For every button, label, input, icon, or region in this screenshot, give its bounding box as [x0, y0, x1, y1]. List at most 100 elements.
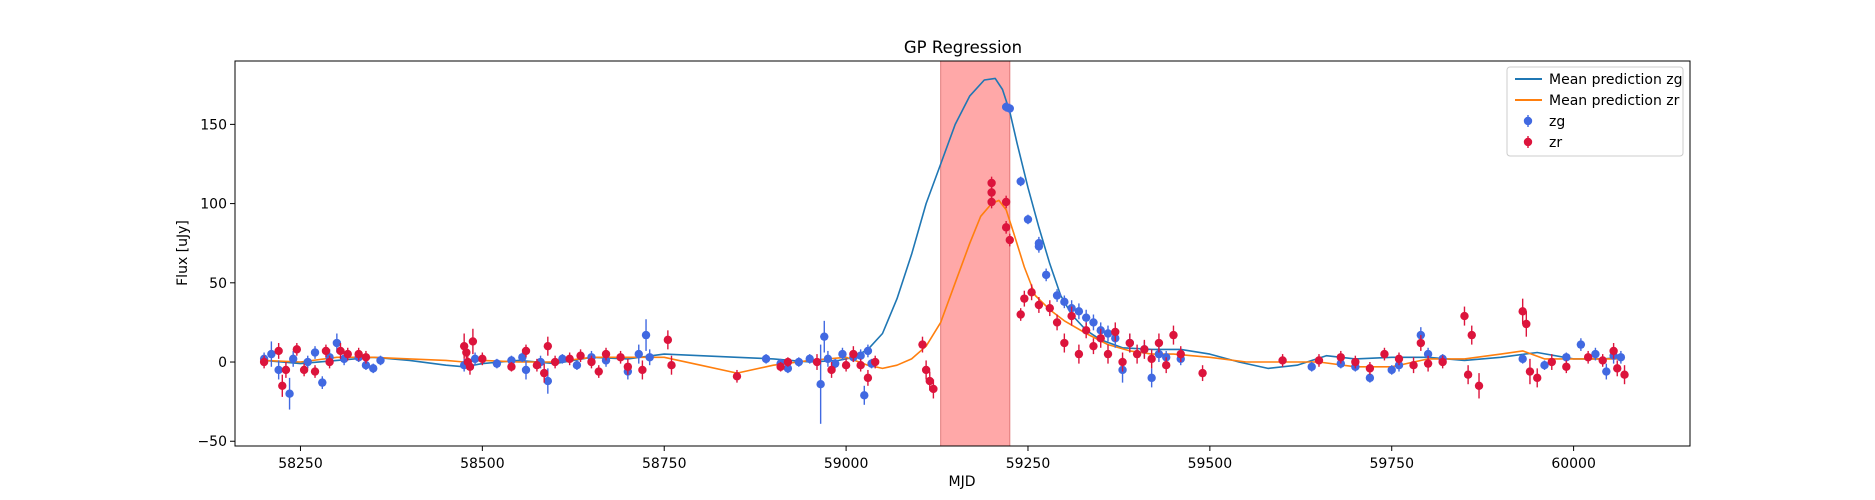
data-point	[1016, 308, 1025, 321]
data-point	[601, 347, 611, 361]
data-point	[1060, 333, 1069, 353]
data-point	[1001, 221, 1011, 234]
highlight-region	[940, 60, 1011, 447]
data-point	[783, 357, 793, 367]
x-tick-label: 60000	[1551, 456, 1596, 472]
data-point	[1147, 368, 1156, 388]
x-tick: 59500	[1188, 446, 1233, 472]
data-point	[776, 362, 785, 372]
data-point	[1463, 365, 1473, 385]
data-point	[361, 350, 371, 364]
data-point	[918, 336, 927, 353]
data-point	[1041, 268, 1051, 282]
data-point	[521, 360, 531, 380]
data-point	[572, 360, 582, 370]
data-point	[838, 347, 847, 361]
data-point	[587, 355, 596, 369]
data-point	[634, 344, 643, 364]
data-point	[336, 343, 345, 359]
highlight-region-layer	[940, 60, 1011, 447]
data-point	[303, 355, 312, 369]
x-tick: 58250	[278, 446, 323, 472]
x-tick: 58750	[642, 446, 686, 472]
data-point	[856, 358, 865, 372]
x-axis-label: MJD	[949, 474, 976, 490]
data-point	[310, 346, 320, 359]
data-point	[1169, 325, 1178, 345]
y-axis: −50 0 50 100 150	[197, 117, 235, 450]
x-tick-label: 59500	[1188, 456, 1233, 472]
data-point	[860, 385, 869, 405]
y-tick-label: −50	[197, 434, 227, 450]
data-point	[550, 355, 560, 369]
data-point	[1020, 290, 1029, 307]
data-point	[278, 374, 287, 397]
legend-box	[1506, 66, 1684, 157]
data-point	[1096, 328, 1105, 348]
data-point	[1525, 358, 1535, 385]
data-point	[299, 363, 309, 377]
data-point	[921, 360, 931, 380]
chart-title: GP Regression	[904, 38, 1022, 57]
data-point	[732, 369, 742, 383]
observation-points-layer	[259, 102, 1629, 424]
data-point	[1460, 306, 1469, 326]
y-tick: 100	[200, 197, 235, 213]
y-tick-label: 100	[200, 197, 227, 213]
data-point	[1067, 306, 1076, 326]
data-point	[310, 365, 320, 378]
data-point	[761, 354, 771, 364]
data-point	[1409, 357, 1418, 374]
data-point	[1001, 195, 1011, 209]
data-point	[1547, 354, 1556, 370]
x-tick-label: 59750	[1369, 456, 1414, 472]
data-point	[492, 358, 502, 369]
y-tick: 50	[209, 276, 235, 292]
data-point	[1147, 349, 1156, 369]
data-point	[468, 328, 478, 355]
data-point	[1609, 343, 1618, 359]
data-point	[576, 349, 585, 363]
y-tick-label: 150	[200, 117, 227, 133]
data-point	[1125, 333, 1135, 353]
data-point	[1613, 360, 1622, 377]
data-point	[863, 369, 873, 386]
data-point	[1416, 335, 1426, 351]
data-point	[274, 360, 283, 380]
data-point	[638, 360, 647, 380]
data-point	[318, 376, 327, 389]
x-tick-label: 59000	[824, 456, 869, 472]
data-point	[1118, 352, 1127, 372]
data-point	[667, 355, 676, 375]
x-tick: 59000	[824, 446, 869, 472]
data-point	[1336, 350, 1346, 364]
legend-entry: zg	[1523, 114, 1565, 130]
data-point	[1045, 300, 1055, 317]
legend-entry: Mean prediction zg	[1515, 72, 1683, 88]
data-point	[1089, 338, 1098, 355]
data-point	[1154, 333, 1164, 353]
y-tick: −50	[197, 434, 235, 450]
data-point	[823, 350, 833, 367]
data-point	[274, 343, 283, 359]
data-point	[841, 358, 851, 372]
data-point	[1052, 289, 1062, 302]
data-point	[1620, 365, 1629, 385]
data-point	[1023, 214, 1033, 225]
data-point	[259, 355, 269, 369]
data-point	[1533, 368, 1542, 388]
data-point	[1111, 322, 1120, 342]
data-point	[1576, 338, 1586, 351]
data-point	[929, 379, 938, 399]
data-point	[1616, 350, 1626, 364]
data-point	[645, 349, 654, 366]
data-point	[594, 365, 603, 378]
plot-frame	[234, 60, 1691, 447]
data-point	[1351, 355, 1360, 369]
data-point	[292, 343, 302, 356]
data-point	[1602, 363, 1611, 380]
data-point	[1307, 362, 1316, 372]
data-point	[521, 344, 531, 358]
data-point	[507, 362, 516, 372]
data-point	[1103, 344, 1113, 364]
